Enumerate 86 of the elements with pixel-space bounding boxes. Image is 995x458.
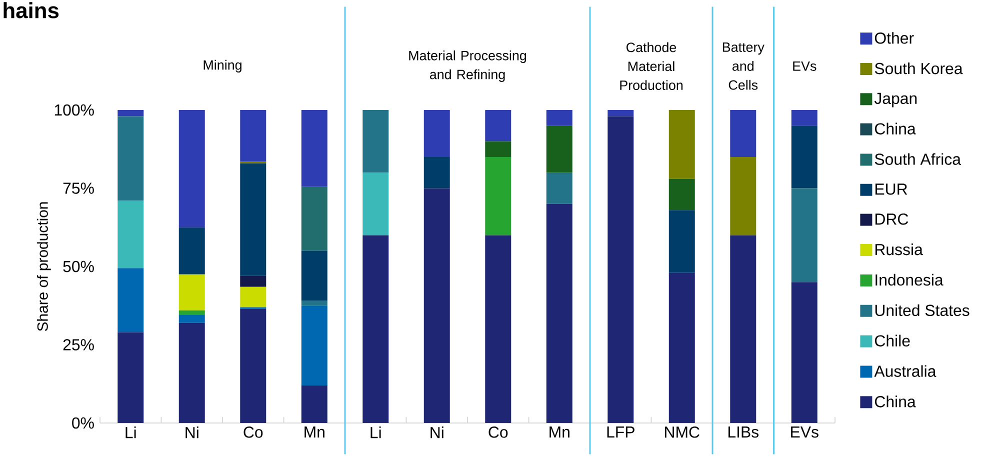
x-tick-label: LIBs [728, 426, 758, 438]
bar [424, 188, 450, 423]
bar [178, 310, 205, 316]
bar [608, 116, 634, 423]
bar [424, 110, 450, 157]
bar [791, 188, 818, 282]
x-tick-label: Mn [550, 426, 570, 438]
bar [546, 126, 572, 173]
bar [178, 274, 205, 310]
bar [118, 332, 144, 423]
x-tick-label: Mn [304, 426, 324, 438]
text: Battery and Cells [722, 42, 764, 90]
bar [301, 300, 328, 306]
text: Cathode Material Production [620, 42, 683, 90]
legend-label: China [875, 396, 916, 408]
bar [362, 172, 389, 236]
legend-label: DRC [876, 213, 908, 225]
bar [240, 110, 266, 162]
bar [301, 250, 328, 301]
x-tick-label: LFP [607, 426, 634, 438]
bar [546, 172, 572, 204]
bar [668, 210, 695, 273]
legend-label: Russia [876, 243, 923, 256]
bar [546, 204, 572, 423]
bar [730, 235, 756, 423]
y-tick-label: 25% [63, 339, 94, 350]
bar [178, 322, 205, 423]
bar [178, 227, 205, 274]
bar [608, 110, 634, 116]
bar [118, 200, 144, 268]
legend-label: Indonesia [876, 274, 944, 286]
bar [485, 156, 512, 236]
text: Material Processing and Refining [409, 50, 526, 82]
legend-label: Australia [874, 365, 936, 377]
bar [485, 235, 512, 423]
bar [730, 156, 756, 236]
x-tick-label: Ni [186, 426, 198, 438]
legend-label: South Africa [874, 153, 961, 165]
bar [791, 110, 818, 126]
chart-title: hains [4, 2, 59, 18]
legend-label: Chile [875, 334, 910, 346]
bar [791, 282, 818, 423]
bar [178, 315, 205, 323]
legend-label: Japan [874, 92, 917, 108]
bar [791, 126, 818, 188]
bar [362, 235, 389, 423]
y-axis-title: Share of production [36, 202, 51, 332]
legend-label: China [875, 122, 916, 134]
legend-label: South Korea [874, 62, 963, 74]
x-tick-label: Ni [430, 426, 444, 438]
x-tick-label: NMC [665, 426, 700, 438]
legend-label: EUR [876, 184, 908, 195]
bar [546, 110, 572, 126]
bar [668, 110, 695, 179]
bar [301, 306, 328, 386]
bar [240, 308, 266, 423]
bar [178, 110, 205, 228]
x-tick-label: EVs [791, 426, 818, 438]
y-tick-label: 75% [63, 182, 94, 194]
bar [301, 186, 328, 251]
x-tick-label: Co [488, 426, 508, 438]
bar [668, 178, 695, 210]
bar [730, 110, 756, 157]
bar [362, 110, 389, 173]
bar [118, 110, 144, 116]
bar [485, 110, 512, 142]
y-tick-label: 0% [72, 417, 94, 429]
y-tick-label: 100% [54, 104, 94, 116]
bar [301, 385, 328, 423]
legend-label: United States [875, 304, 970, 316]
bar [424, 156, 450, 188]
bar [118, 116, 144, 201]
bar [668, 272, 695, 423]
x-tick-label: Co [244, 426, 263, 438]
text: Mining [204, 60, 242, 72]
x-tick-label: Li [126, 426, 136, 438]
bar [485, 141, 512, 157]
y-tick-label: 50% [63, 260, 94, 272]
legend-label: Other [874, 32, 914, 44]
bar [118, 268, 144, 332]
text: EVs [793, 61, 816, 71]
bar [240, 276, 266, 287]
x-tick-label: Li [370, 426, 381, 438]
bar [240, 286, 266, 308]
bar [240, 163, 266, 276]
bar [301, 110, 328, 187]
